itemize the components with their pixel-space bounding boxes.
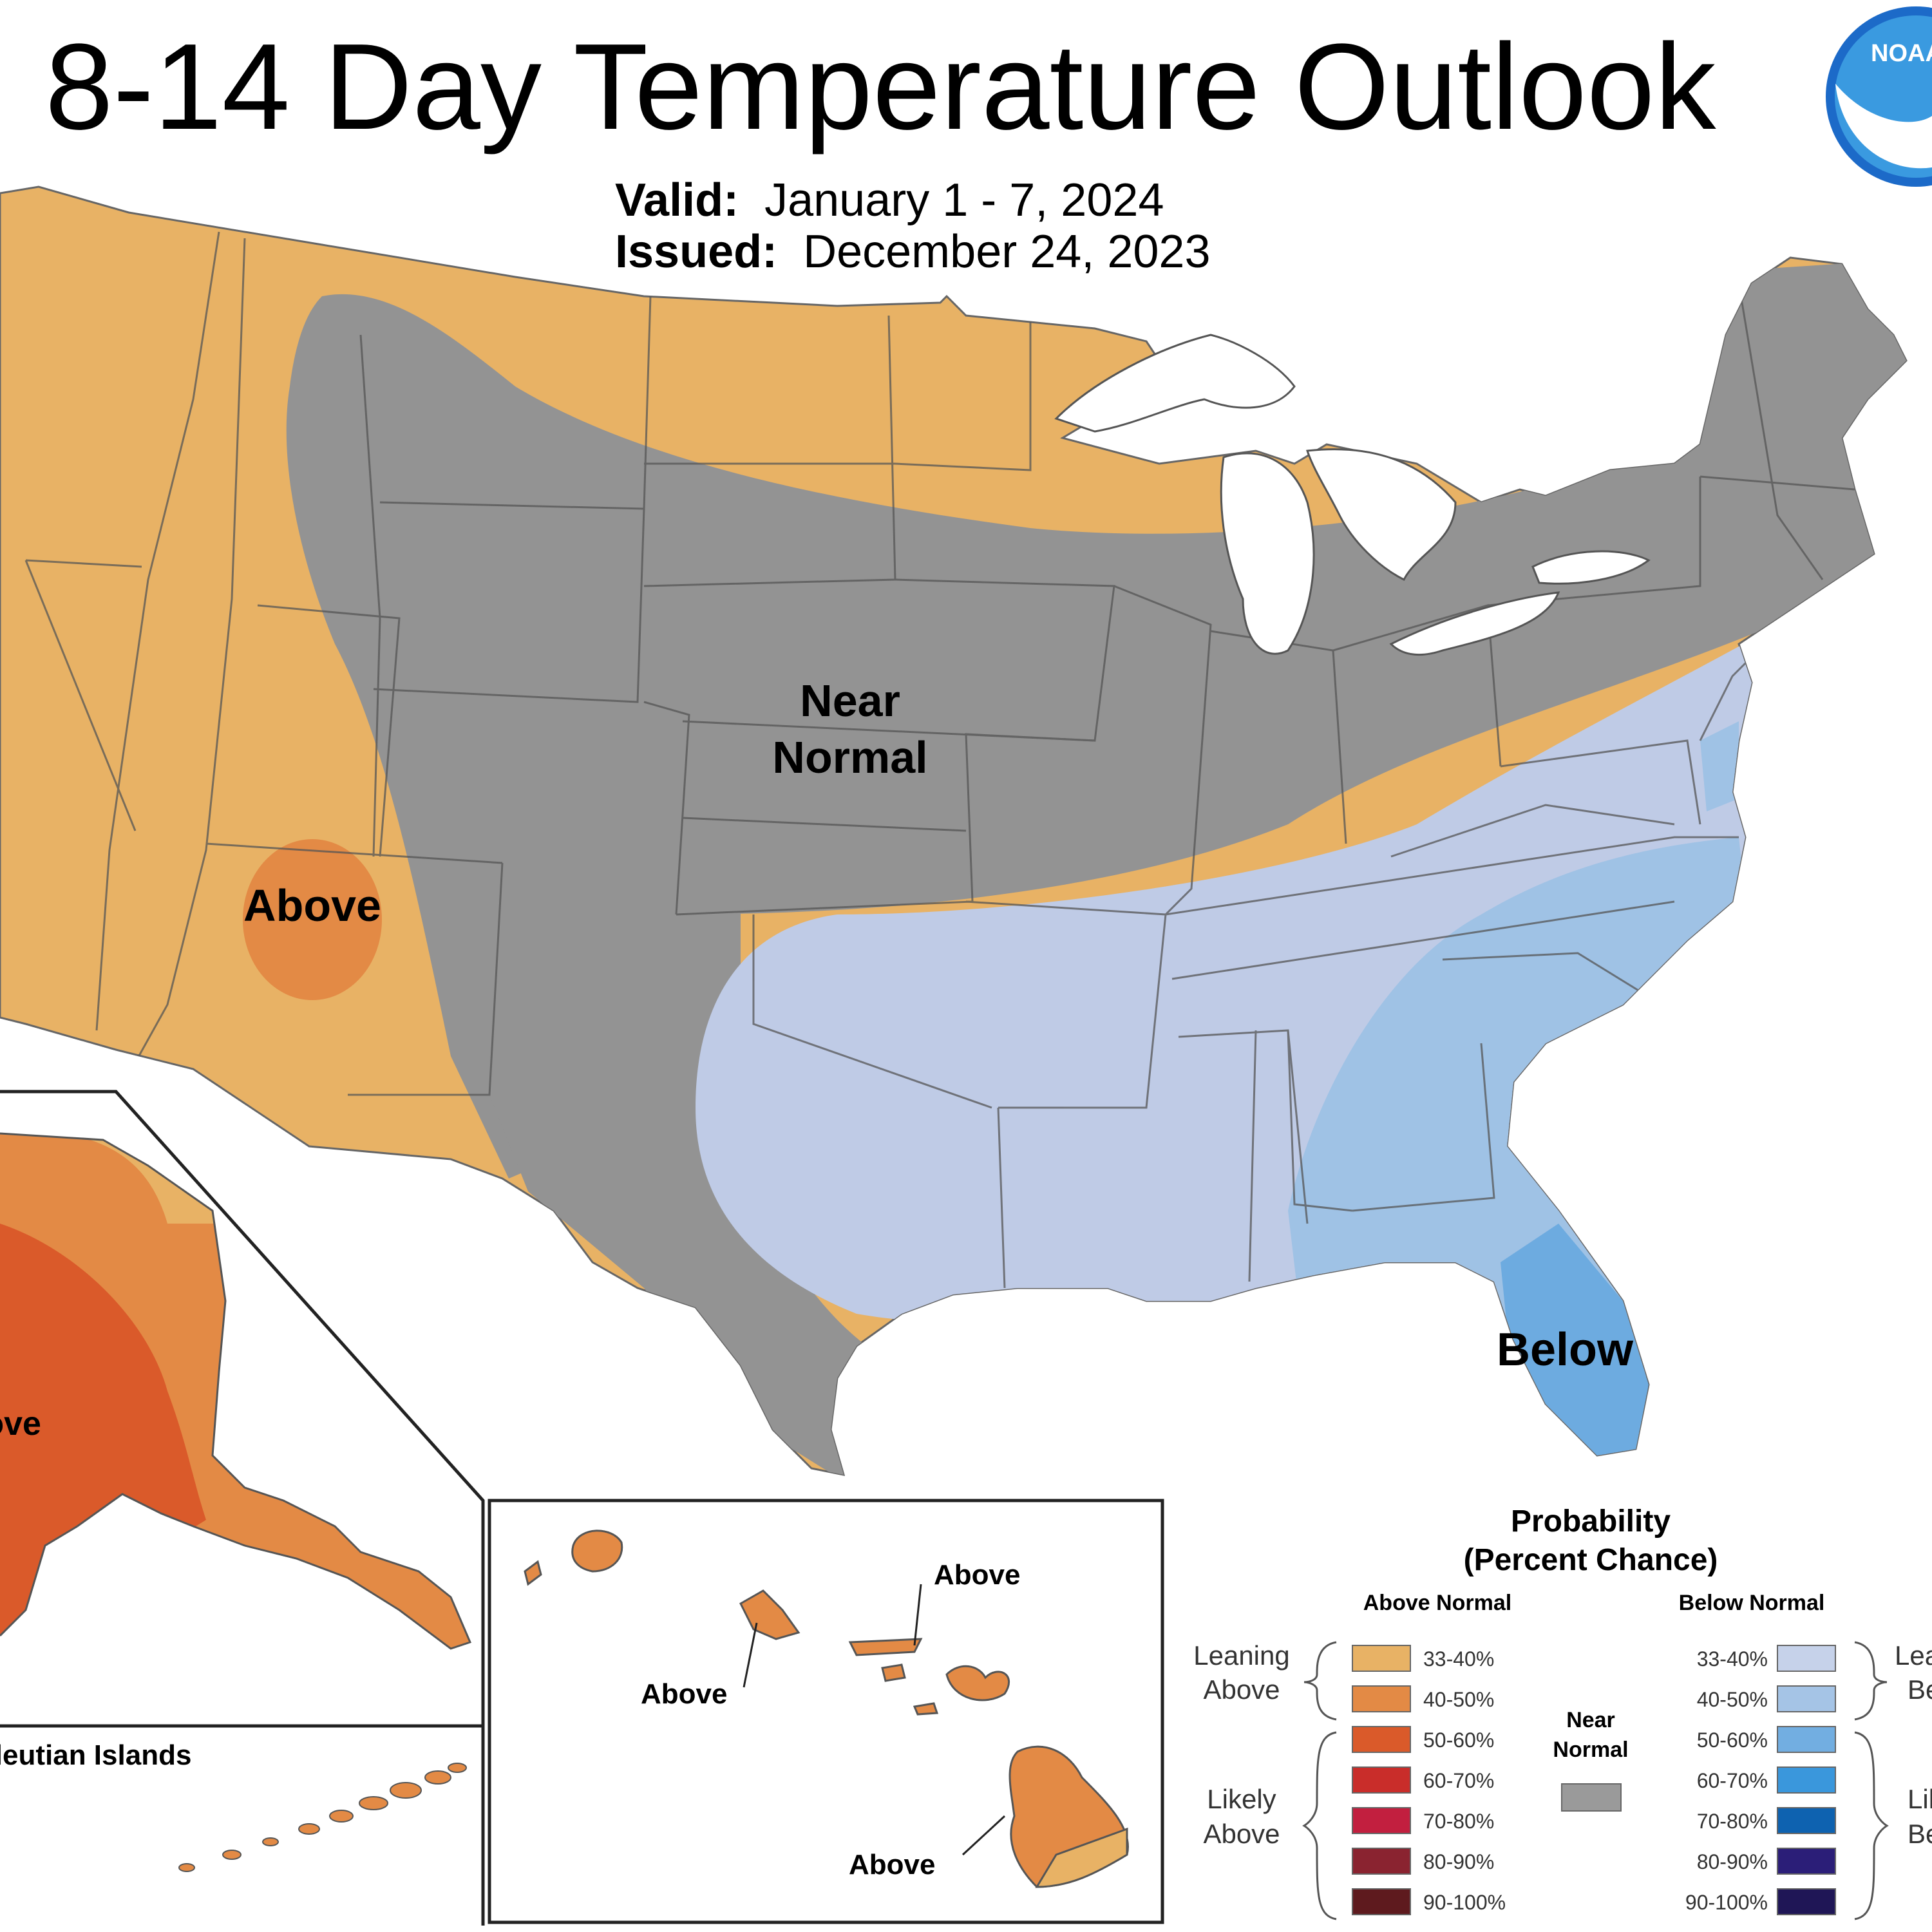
legend-title: Probability — [1511, 1504, 1671, 1539]
legend-below-swatch — [1777, 1888, 1836, 1915]
legend-likely-above-line2: Above — [1203, 1819, 1280, 1849]
island-kauai — [571, 1530, 623, 1573]
legend-above-swatch — [1352, 1766, 1411, 1794]
island-kahoolawe — [913, 1702, 939, 1716]
lake-erie — [1389, 591, 1560, 656]
label-above-southwest: Above — [243, 880, 381, 931]
near-normal-texas — [489, 902, 876, 1475]
legend-above-swatch — [1352, 1685, 1411, 1712]
legend-below-swatch — [1777, 1645, 1836, 1672]
lake-huron — [1305, 448, 1457, 582]
page-title: 8-14 Day Temperature Outlook — [45, 19, 1716, 155]
valid-dates: January 1 - 7, 2024 — [764, 175, 1164, 226]
lake-michigan — [1220, 452, 1315, 655]
legend-above-range-label: 33-40% — [1423, 1647, 1494, 1671]
legend-below-range-label: 33-40% — [1697, 1647, 1768, 1671]
noaa-logo: NOAA — [1826, 6, 1932, 187]
alaska-outline — [0, 1132, 472, 1650]
legend-above-swatch — [1352, 1726, 1411, 1753]
legend-above-range-label: 40-50% — [1423, 1688, 1494, 1711]
label-aleutian-islands: Aleutian Islands — [0, 1739, 191, 1771]
legend-above-range-label: 60-70% — [1423, 1769, 1494, 1792]
hawaii-leader-lines — [743, 1584, 1006, 1856]
legend-below-range-label: 70-80% — [1697, 1810, 1768, 1833]
legend-above-range-label: 50-60% — [1423, 1728, 1494, 1752]
legend-above-swatch — [1352, 1807, 1411, 1834]
label-above-hawaii-3: Above — [849, 1849, 935, 1880]
state-boundaries — [24, 231, 1855, 1289]
legend-above-range-label: 70-80% — [1423, 1810, 1494, 1833]
legend-above-swatch — [1352, 1848, 1411, 1875]
legend-below-range-label: 90-100% — [1685, 1891, 1768, 1914]
legend-below-range-label: 40-50% — [1697, 1688, 1768, 1711]
legend-above-range-label: 90-100% — [1423, 1891, 1506, 1914]
legend-above-range-label: 80-90% — [1423, 1850, 1494, 1873]
label-near-normal-line2: Normal — [772, 732, 927, 782]
label-below-southeast: Below — [1497, 1324, 1634, 1376]
legend-below-swatch — [1777, 1766, 1836, 1794]
issued-line: Issued: December 24, 2023 — [615, 225, 1210, 278]
issued-label: Issued: — [615, 226, 778, 278]
legend-leaning-above-line1: Leaning — [1193, 1640, 1289, 1671]
above-40-50-southwest — [243, 839, 382, 1000]
legend-leaning-below-line2: Below — [1908, 1674, 1932, 1705]
legend-near-normal-swatch — [1561, 1783, 1622, 1812]
legend-below-range-label: 50-60% — [1697, 1728, 1768, 1752]
valid-label: Valid: — [615, 175, 739, 226]
legend-below-swatch — [1777, 1685, 1836, 1712]
island-hawaii-33-40 — [1035, 1827, 1128, 1888]
near-normal-region — [286, 258, 1906, 1179]
legend-leaning-below-line1: Leaning — [1895, 1640, 1932, 1671]
legend-likely-below-line1: Likely — [1908, 1784, 1932, 1814]
legend-below-scale: 33-40% 40-50% 50-60% 60-70% 70-80% 80-90% 90-1… — [1685, 1645, 1836, 1915]
legend-near-normal-line2: Normal — [1553, 1738, 1628, 1762]
legend-above-swatch — [1352, 1888, 1411, 1915]
legend-likely-above-line1: Likely — [1207, 1784, 1276, 1814]
legend-below-range-label: 60-70% — [1697, 1769, 1768, 1792]
lake-ontario — [1531, 550, 1651, 585]
label-above-hawaii-1: Above — [934, 1559, 1020, 1591]
legend-subtitle: (Percent Chance) — [1464, 1543, 1718, 1577]
label-above-hawaii-2: Above — [641, 1678, 727, 1710]
legend-below-header: Below Normal — [1679, 1591, 1825, 1615]
legend-braces — [1302, 1641, 1889, 1920]
legend-below-swatch — [1777, 1848, 1836, 1875]
legend-above-header: Above Normal — [1363, 1591, 1512, 1615]
noaa-logo-text: NOAA — [1871, 40, 1932, 67]
island-niihau — [524, 1560, 542, 1586]
island-lanai — [881, 1663, 906, 1682]
legend-below-range-label: 80-90% — [1697, 1850, 1768, 1873]
legend-below-swatch — [1777, 1807, 1836, 1834]
island-maui — [945, 1665, 1010, 1701]
legend-above-swatch — [1352, 1645, 1411, 1672]
issued-date: December 24, 2023 — [803, 226, 1211, 278]
aleutian-island-chain — [178, 1763, 467, 1872]
alaska-inset: Above Aleutian Islands — [0, 1090, 485, 1926]
label-above-alaska: Above — [0, 1405, 41, 1443]
legend-above-scale: 33-40% 40-50% 50-60% 60-70% 70-80% 80-90% 90-1… — [1352, 1645, 1506, 1915]
island-molokai — [848, 1638, 923, 1656]
legend-near-normal-line1: Near — [1566, 1708, 1615, 1732]
legend: Probability (Percent Chance) Above Norma… — [1193, 1504, 1932, 1920]
legend-likely-below-line2: Below — [1908, 1819, 1932, 1849]
lake-superior — [1054, 334, 1296, 433]
legend-leaning-above-line2: Above — [1203, 1674, 1280, 1705]
hawaii-inset: Above Above Above — [488, 1499, 1164, 1924]
below-normal-nj — [1700, 721, 1739, 811]
legend-below-swatch — [1777, 1726, 1836, 1753]
great-lakes — [1054, 334, 1651, 656]
alaska-inset-frame — [0, 1090, 485, 1926]
label-near-normal-line1: Near — [800, 676, 900, 726]
below-normal-50-60 — [1501, 1224, 1649, 1455]
valid-line: Valid: January 1 - 7, 2024 — [615, 174, 1164, 227]
